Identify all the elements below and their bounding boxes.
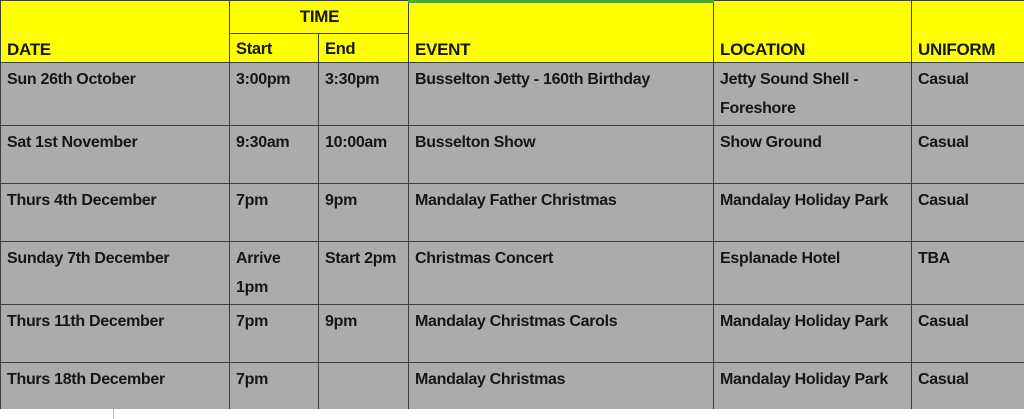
table-row: Sunday 7th December Arrive 1pm Start 2pm Ch… [0, 241, 1024, 305]
cell-end[interactable]: 9pm [317, 183, 410, 242]
cell-location[interactable]: Mandalay Holiday Park [713, 183, 913, 242]
cell-date[interactable]: Sunday 7th December [0, 241, 230, 305]
table-header: DATE TIME EVENT LOCATION UNIFORM Start E… [0, 0, 1024, 63]
cell-start[interactable]: 9:30am [229, 125, 319, 184]
header-uniform[interactable]: UNIFORM [911, 0, 1024, 63]
faint-gridline [113, 409, 114, 419]
cell-date[interactable]: Thurs 18th December [0, 362, 230, 417]
cell-uniform[interactable]: Casual [911, 183, 1024, 242]
header-start[interactable]: Start [229, 33, 319, 63]
cell-uniform[interactable]: TBA [911, 241, 1024, 305]
cell-event[interactable]: Mandalay Christmas [408, 362, 715, 417]
cell-start[interactable]: 3:00pm [229, 62, 319, 126]
table-row: Sat 1st November 9:30am 10:00am Busselton S… [0, 125, 1024, 184]
header-end[interactable]: End [317, 33, 410, 63]
cell-event[interactable]: Christmas Concert [408, 241, 715, 305]
cell-location[interactable]: Jetty Sound Shell - Foreshore [713, 62, 913, 126]
cell-end[interactable]: 9pm [317, 304, 410, 363]
cell-date[interactable]: Thurs 11th December [0, 304, 230, 363]
cell-event[interactable]: Busselton Jetty - 160th Birthday [408, 62, 715, 126]
cell-location[interactable]: Mandalay Holiday Park [713, 304, 913, 363]
cell-event[interactable]: Busselton Show [408, 125, 715, 184]
cell-end[interactable]: 10:00am [317, 125, 410, 184]
cell-uniform[interactable]: Casual [911, 362, 1024, 417]
cell-end[interactable]: 3:30pm [317, 62, 410, 126]
cell-date[interactable]: Sat 1st November [0, 125, 230, 184]
table-row: Thurs 18th December 7pm Mandalay Christmas… [0, 362, 1024, 417]
header-time[interactable]: TIME [228, 0, 410, 34]
cell-start[interactable]: Arrive 1pm [229, 241, 319, 305]
cell-start[interactable]: 7pm [229, 183, 319, 242]
header-event[interactable]: EVENT [408, 0, 715, 63]
cell-uniform[interactable]: Casual [911, 62, 1024, 126]
cell-date[interactable]: Thurs 4th December [0, 183, 230, 242]
next-row-partial [0, 409, 1024, 419]
cell-date[interactable]: Sun 26th October [0, 62, 230, 126]
table-row: Thurs 11th December 7pm 9pm Mandalay Christ… [0, 304, 1024, 363]
cell-location[interactable]: Esplanade Hotel [713, 241, 913, 305]
table-body: Sun 26th October 3:00pm 3:30pm Busselton Je… [0, 62, 1024, 417]
cell-uniform[interactable]: Casual [911, 125, 1024, 184]
event-column-accent-bar [408, 0, 714, 3]
header-date[interactable]: DATE [0, 0, 230, 63]
cell-start[interactable]: 7pm [229, 304, 319, 363]
cell-location[interactable]: Show Ground [713, 125, 913, 184]
cell-end[interactable]: Start 2pm [317, 241, 410, 305]
header-location[interactable]: LOCATION [713, 0, 913, 63]
table-row: Sun 26th October 3:00pm 3:30pm Busselton Je… [0, 62, 1024, 126]
cell-uniform[interactable]: Casual [911, 304, 1024, 363]
cell-event[interactable]: Mandalay Father Christmas [408, 183, 715, 242]
cell-event[interactable]: Mandalay Christmas Carols [408, 304, 715, 363]
table-row: Thurs 4th December 7pm 9pm Mandalay Father … [0, 183, 1024, 242]
